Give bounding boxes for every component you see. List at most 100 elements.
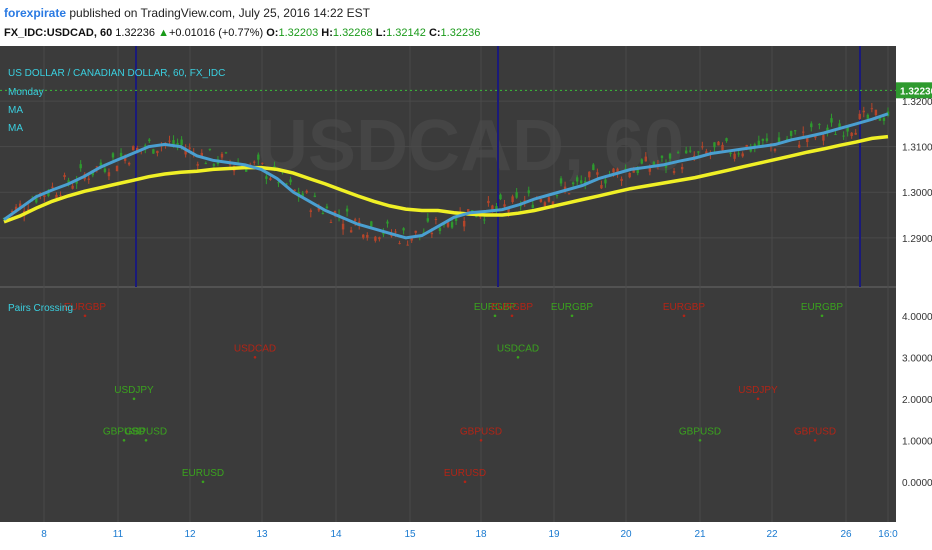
candle-body	[309, 210, 312, 213]
candle-body	[757, 140, 761, 147]
time-tick-label: 16:0	[878, 529, 898, 540]
candle-body	[123, 155, 127, 161]
candle-body	[398, 243, 401, 245]
candle-body	[802, 131, 805, 133]
candle-body	[176, 142, 179, 146]
candle-body	[47, 191, 50, 196]
candle-body	[733, 153, 736, 159]
candle-body	[430, 232, 434, 235]
candle-body	[446, 222, 450, 227]
candle-body	[616, 168, 619, 175]
candle-body	[345, 208, 349, 212]
candle-body	[551, 201, 555, 206]
candle-body	[204, 163, 208, 165]
candle-body	[834, 134, 837, 136]
candle-body	[285, 183, 288, 185]
candle-body	[99, 162, 103, 167]
candle-body	[563, 186, 567, 191]
high-label: H:	[321, 27, 333, 39]
candle-body	[63, 175, 66, 178]
candle-body	[253, 161, 256, 163]
candle-body	[269, 178, 272, 180]
candle-body	[753, 144, 756, 147]
candle-body	[35, 196, 38, 203]
candle-body	[588, 171, 591, 178]
candle-body	[257, 154, 260, 160]
candle-body	[184, 149, 187, 155]
candle-body	[684, 150, 688, 154]
candle-body	[822, 135, 825, 141]
time-tick-label: 20	[620, 529, 632, 540]
candle-body	[846, 126, 849, 132]
candle-body	[543, 202, 547, 207]
candle-body	[773, 149, 777, 151]
candle-body	[434, 219, 438, 221]
ma-slow-line	[3, 134, 889, 224]
price-tick-label: 1.31000	[902, 143, 932, 154]
oscillator-title: Pairs Crossing	[8, 303, 73, 314]
crossing-label: USDJPY	[114, 385, 154, 396]
candle-body	[51, 186, 54, 188]
candle-body	[571, 182, 575, 185]
time-tick-label: 15	[404, 529, 416, 540]
candle-body	[341, 223, 345, 230]
candle-body	[111, 153, 115, 158]
candle-body	[426, 218, 430, 222]
candle-body	[244, 169, 248, 172]
candle-body	[402, 228, 405, 231]
candle-body	[180, 139, 183, 146]
candle-body	[148, 139, 151, 142]
legend-item: MA	[8, 123, 23, 134]
candle-body	[321, 213, 325, 215]
candle-body	[870, 108, 874, 110]
candle-body	[886, 111, 890, 116]
time-tick-label: 14	[330, 529, 342, 540]
candle-body	[87, 178, 90, 180]
last-price-tag	[896, 82, 932, 99]
candle-body	[277, 182, 280, 184]
candle-body	[503, 204, 506, 207]
candle-body	[862, 110, 865, 113]
crossing-marker	[493, 314, 497, 318]
time-tick-label: 8	[41, 529, 47, 540]
candle-body	[59, 195, 62, 197]
time-tick-label: 18	[475, 529, 487, 540]
candle-body	[539, 199, 543, 202]
legend-item: MA	[8, 105, 23, 116]
candle-body	[624, 168, 627, 170]
candle-body	[741, 153, 744, 157]
candle-body	[644, 156, 648, 162]
candle-body	[325, 206, 329, 209]
candle-body	[555, 195, 559, 197]
author-link[interactable]: forexpirate	[4, 6, 67, 20]
candle-body	[761, 138, 765, 141]
candle-body	[220, 153, 224, 158]
candle-body	[414, 230, 417, 233]
candle-body	[697, 151, 700, 153]
time-tick-label: 21	[694, 529, 706, 540]
candle-body	[103, 168, 107, 172]
price-tick-label: 1.30000	[902, 188, 932, 199]
candle-body	[172, 140, 175, 146]
crossing-label: EURGBP	[551, 302, 594, 313]
crossing-marker	[813, 438, 817, 442]
osc-tick-label: 1.0000	[902, 436, 932, 447]
candle-body	[406, 244, 409, 246]
symbol-label: FX_IDC:USDCAD, 60	[4, 27, 113, 39]
candle-body	[131, 146, 135, 151]
candle-body	[838, 123, 841, 129]
low-value: 1.32142	[386, 27, 426, 39]
candle-body	[115, 165, 119, 172]
candle-body	[475, 216, 478, 218]
candle-body	[79, 164, 82, 169]
candle-body	[531, 204, 534, 209]
time-axis-background	[0, 522, 932, 550]
candle-body	[793, 130, 797, 132]
candle-body	[737, 153, 740, 155]
candle-body	[483, 219, 486, 221]
high-value: 1.32268	[332, 27, 373, 39]
candle-body	[454, 215, 458, 222]
candle-body	[305, 190, 308, 193]
candle-body	[604, 179, 607, 184]
